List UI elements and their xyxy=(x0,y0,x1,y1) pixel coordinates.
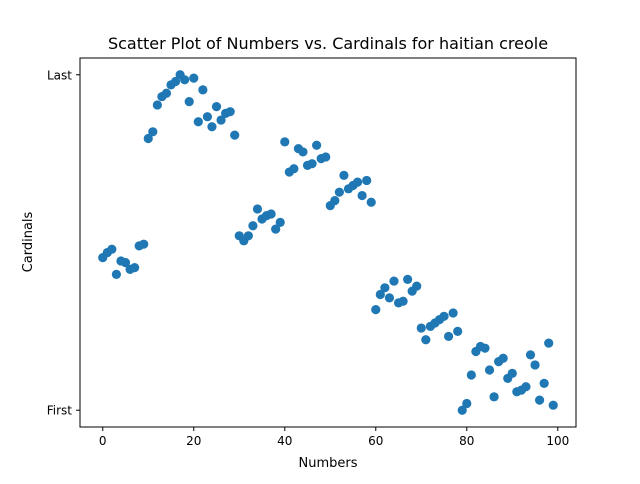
data-point xyxy=(366,197,376,207)
data-point xyxy=(184,97,194,107)
data-point xyxy=(544,338,554,348)
data-point xyxy=(375,289,385,300)
x-tick-label: 20 xyxy=(186,434,201,448)
data-point xyxy=(421,335,431,345)
data-point xyxy=(380,283,390,293)
x-tick-label: 80 xyxy=(459,434,474,448)
data-point xyxy=(252,204,263,214)
data-point xyxy=(489,392,499,402)
plot-area-frame xyxy=(79,57,577,428)
data-point xyxy=(275,217,285,227)
x-tick-label: 100 xyxy=(546,434,569,448)
data-point xyxy=(443,331,454,342)
data-point xyxy=(139,239,149,249)
data-point xyxy=(107,244,117,254)
data-point xyxy=(389,276,399,286)
chart-title: Scatter Plot of Numbers vs. Cardinals fo… xyxy=(108,34,548,53)
data-point xyxy=(525,350,536,360)
data-point xyxy=(120,258,131,268)
data-point xyxy=(466,370,476,380)
x-tick-label: 40 xyxy=(277,434,292,448)
x-tick-label: 0 xyxy=(99,434,107,448)
data-point xyxy=(130,263,140,273)
data-point xyxy=(334,187,344,197)
x-axis: 0 20 40 60 80 100 xyxy=(99,427,569,448)
data-point xyxy=(202,112,213,122)
data-point xyxy=(398,296,408,306)
data-point xyxy=(298,147,308,157)
data-point xyxy=(248,221,258,231)
data-point xyxy=(289,164,299,174)
data-point xyxy=(462,398,472,409)
data-point xyxy=(384,293,395,303)
data-point xyxy=(161,88,172,98)
data-point xyxy=(170,76,181,87)
y-tick-label: Last xyxy=(47,68,72,82)
y-axis: First Last xyxy=(47,68,80,418)
x-tick-label: 60 xyxy=(368,434,383,448)
data-point xyxy=(321,152,331,162)
data-point xyxy=(189,73,199,83)
data-point xyxy=(412,281,422,291)
data-point xyxy=(539,378,549,388)
x-axis-label: Numbers xyxy=(299,456,358,471)
data-point xyxy=(498,353,508,363)
data-point xyxy=(357,190,367,201)
data-point xyxy=(111,269,121,279)
data-point xyxy=(180,75,190,85)
points-layer xyxy=(98,70,558,415)
data-point xyxy=(548,400,558,410)
data-point xyxy=(339,170,349,181)
data-point xyxy=(480,343,490,353)
y-tick-label: First xyxy=(47,404,73,418)
data-point xyxy=(484,365,495,375)
data-point xyxy=(535,395,545,405)
data-point xyxy=(211,102,222,112)
data-point xyxy=(448,308,458,318)
data-point xyxy=(266,209,276,219)
data-point xyxy=(312,140,322,150)
data-point xyxy=(453,326,463,336)
data-point xyxy=(457,405,467,415)
data-point xyxy=(416,323,426,333)
data-point xyxy=(271,224,281,234)
data-point xyxy=(403,274,413,284)
data-point xyxy=(330,195,340,206)
data-point xyxy=(307,159,317,169)
data-point xyxy=(207,122,217,132)
data-point xyxy=(225,107,235,117)
data-point xyxy=(280,137,290,147)
data-point xyxy=(521,382,531,392)
data-point xyxy=(507,368,517,378)
data-point xyxy=(243,231,253,241)
data-point xyxy=(152,100,162,110)
data-point xyxy=(230,130,240,140)
y-axis-label: Cardinals xyxy=(21,211,36,272)
data-point xyxy=(143,133,153,144)
data-point xyxy=(352,177,363,187)
data-point xyxy=(439,311,449,321)
data-point xyxy=(216,115,226,125)
data-point xyxy=(371,304,381,315)
data-point xyxy=(148,127,158,137)
data-point xyxy=(530,360,540,370)
data-point xyxy=(198,85,208,95)
data-point xyxy=(362,175,372,186)
data-point xyxy=(193,117,203,127)
